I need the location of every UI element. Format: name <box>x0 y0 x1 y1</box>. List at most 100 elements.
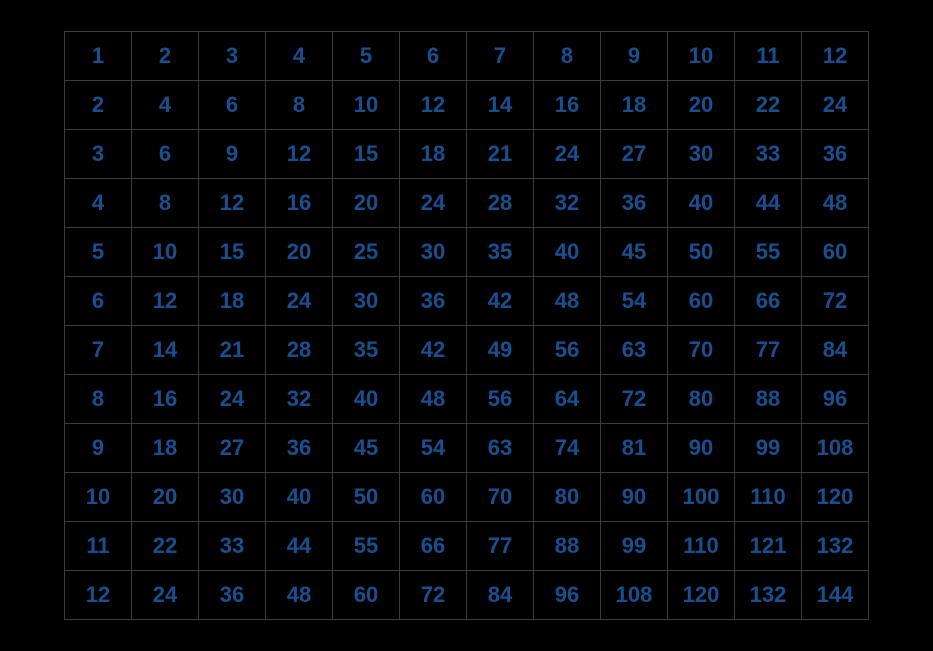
table-cell: 132 <box>802 522 869 571</box>
table-cell: 6 <box>400 32 467 81</box>
table-cell: 45 <box>333 424 400 473</box>
table-cell: 108 <box>802 424 869 473</box>
table-cell: 60 <box>400 473 467 522</box>
table-cell: 54 <box>400 424 467 473</box>
table-cell: 21 <box>467 130 534 179</box>
table-cell: 5 <box>65 228 132 277</box>
table-cell: 4 <box>65 179 132 228</box>
table-cell: 84 <box>467 571 534 620</box>
page-root: 1234567891011122468101214161820222436912… <box>0 0 933 651</box>
table-row: 102030405060708090100110120 <box>65 473 869 522</box>
table-cell: 16 <box>132 375 199 424</box>
table-cell: 6 <box>65 277 132 326</box>
table-cell: 4 <box>266 32 333 81</box>
table-cell: 24 <box>199 375 266 424</box>
table-cell: 80 <box>668 375 735 424</box>
table-cell: 48 <box>266 571 333 620</box>
table-cell: 60 <box>333 571 400 620</box>
table-cell: 60 <box>802 228 869 277</box>
table-row: 61218243036424854606672 <box>65 277 869 326</box>
table-cell: 9 <box>65 424 132 473</box>
table-cell: 12 <box>199 179 266 228</box>
table-row: 51015202530354045505560 <box>65 228 869 277</box>
table-cell: 10 <box>132 228 199 277</box>
table-cell: 12 <box>400 81 467 130</box>
table-cell: 66 <box>735 277 802 326</box>
table-cell: 72 <box>400 571 467 620</box>
table-cell: 30 <box>400 228 467 277</box>
table-cell: 12 <box>132 277 199 326</box>
table-cell: 44 <box>735 179 802 228</box>
table-cell: 10 <box>668 32 735 81</box>
table-cell: 60 <box>668 277 735 326</box>
table-cell: 99 <box>735 424 802 473</box>
table-cell: 3 <box>199 32 266 81</box>
table-cell: 120 <box>802 473 869 522</box>
table-cell: 56 <box>534 326 601 375</box>
table-cell: 63 <box>601 326 668 375</box>
table-cell: 30 <box>199 473 266 522</box>
table-cell: 144 <box>802 571 869 620</box>
table-cell: 96 <box>534 571 601 620</box>
table-cell: 28 <box>266 326 333 375</box>
table-cell: 36 <box>601 179 668 228</box>
table-cell: 88 <box>735 375 802 424</box>
table-cell: 4 <box>132 81 199 130</box>
table-cell: 50 <box>333 473 400 522</box>
table-cell: 7 <box>65 326 132 375</box>
table-cell: 48 <box>802 179 869 228</box>
table-cell: 40 <box>333 375 400 424</box>
table-cell: 5 <box>333 32 400 81</box>
table-cell: 10 <box>333 81 400 130</box>
table-cell: 20 <box>333 179 400 228</box>
table-cell: 30 <box>333 277 400 326</box>
table-cell: 72 <box>601 375 668 424</box>
table-row: 123456789101112 <box>65 32 869 81</box>
table-row: 1224364860728496108120132144 <box>65 571 869 620</box>
table-row: 112233445566778899110121132 <box>65 522 869 571</box>
table-cell: 48 <box>534 277 601 326</box>
table-cell: 66 <box>400 522 467 571</box>
table-cell: 40 <box>534 228 601 277</box>
table-row: 71421283542495663707784 <box>65 326 869 375</box>
table-cell: 36 <box>400 277 467 326</box>
table-cell: 40 <box>668 179 735 228</box>
table-cell: 121 <box>735 522 802 571</box>
table-cell: 80 <box>534 473 601 522</box>
table-cell: 42 <box>400 326 467 375</box>
table-row: 24681012141618202224 <box>65 81 869 130</box>
table-row: 81624324048566472808896 <box>65 375 869 424</box>
table-row: 918273645546374819099108 <box>65 424 869 473</box>
table-cell: 88 <box>534 522 601 571</box>
table-cell: 32 <box>534 179 601 228</box>
table-cell: 35 <box>467 228 534 277</box>
table-cell: 14 <box>132 326 199 375</box>
table-cell: 36 <box>266 424 333 473</box>
table-cell: 11 <box>735 32 802 81</box>
table-cell: 18 <box>132 424 199 473</box>
table-cell: 110 <box>735 473 802 522</box>
table-cell: 1 <box>65 32 132 81</box>
table-cell: 32 <box>266 375 333 424</box>
table-cell: 9 <box>199 130 266 179</box>
table-cell: 72 <box>802 277 869 326</box>
table-cell: 54 <box>601 277 668 326</box>
table-cell: 16 <box>266 179 333 228</box>
table-cell: 6 <box>132 130 199 179</box>
table-cell: 8 <box>266 81 333 130</box>
table-cell: 12 <box>802 32 869 81</box>
table-cell: 77 <box>735 326 802 375</box>
table-cell: 120 <box>668 571 735 620</box>
table-cell: 2 <box>65 81 132 130</box>
table-cell: 44 <box>266 522 333 571</box>
table-cell: 20 <box>132 473 199 522</box>
table-cell: 21 <box>199 326 266 375</box>
table-cell: 36 <box>802 130 869 179</box>
table-cell: 110 <box>668 522 735 571</box>
table-cell: 74 <box>534 424 601 473</box>
table-cell: 27 <box>199 424 266 473</box>
table-cell: 49 <box>467 326 534 375</box>
table-cell: 10 <box>65 473 132 522</box>
table-row: 369121518212427303336 <box>65 130 869 179</box>
table-cell: 28 <box>467 179 534 228</box>
